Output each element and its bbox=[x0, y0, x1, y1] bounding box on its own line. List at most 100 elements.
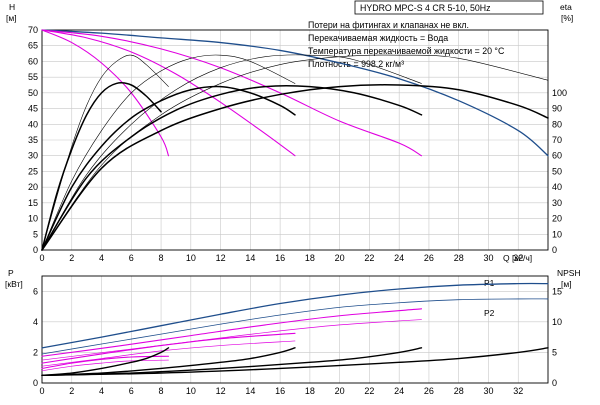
series-NPSH-1 bbox=[41, 347, 170, 377]
flow-axis-label: Q [м³/ч] bbox=[503, 253, 532, 263]
head-x-tick-label: 32 bbox=[513, 253, 523, 263]
head-y-left-tick-label: 65 bbox=[28, 41, 38, 51]
series-eta-thin-4 bbox=[41, 54, 549, 251]
head-chart-ticks: 0 2 4 6 8 10 12 14 16 18 20 22 24 26 28 30 3205101520253… bbox=[28, 25, 567, 263]
head-x-tick-label: 14 bbox=[245, 253, 255, 263]
power-x-tick-label: 0 bbox=[39, 386, 44, 396]
npsh-axis-label-unit: [м] bbox=[561, 279, 572, 289]
head-x-tick-label: 10 bbox=[186, 253, 196, 263]
head-y-left-tick-label: 15 bbox=[28, 198, 38, 208]
head-y-left-tick-label: 50 bbox=[28, 88, 38, 98]
eta-axis-label-top: eta bbox=[560, 2, 572, 12]
power-x-tick-label: 10 bbox=[186, 386, 196, 396]
series-eta-system-2 bbox=[41, 85, 296, 251]
series-P2-speed-2 bbox=[41, 340, 296, 367]
head-x-tick-label: 20 bbox=[335, 253, 345, 263]
power-x-tick-label: 30 bbox=[483, 386, 493, 396]
head-x-tick-label: 12 bbox=[216, 253, 226, 263]
head-x-tick-label: 6 bbox=[129, 253, 134, 263]
power-y-left-tick-label: 4 bbox=[33, 317, 38, 327]
series-NPSH-3 bbox=[41, 347, 423, 377]
power-y-right-tick-label: 10 bbox=[552, 317, 562, 327]
head-axis-label-top: H bbox=[9, 2, 15, 12]
power-x-tick-label: 20 bbox=[335, 386, 345, 396]
head-y-right-tick-label: 10 bbox=[552, 229, 562, 239]
series-NPSH-4 bbox=[41, 347, 549, 377]
head-axis-label-unit: [м] bbox=[6, 13, 17, 23]
series-P1-speed-1 bbox=[41, 308, 423, 357]
series-eta-system-3 bbox=[41, 84, 423, 251]
head-y-left-tick-label: 30 bbox=[28, 151, 38, 161]
series-P2-speed-1 bbox=[41, 319, 422, 361]
series-eta-thin-1 bbox=[41, 54, 169, 251]
head-y-right-tick-label: 20 bbox=[552, 214, 562, 224]
head-chart-series bbox=[41, 29, 549, 251]
power-chart-grid bbox=[41, 275, 549, 384]
series-head-speed-1 bbox=[41, 29, 423, 157]
note-line-2: Перекачиваемая жидкость = Вода bbox=[308, 33, 448, 43]
head-x-tick-label: 16 bbox=[275, 253, 285, 263]
head-x-tick-label: 26 bbox=[424, 253, 434, 263]
power-x-tick-label: 26 bbox=[424, 386, 434, 396]
note-line-3: Температура перекачиваемой жидкости = 20… bbox=[308, 46, 505, 56]
head-y-right-tick-label: 90 bbox=[552, 104, 562, 114]
power-x-tick-label: 14 bbox=[245, 386, 255, 396]
head-y-right-tick-label: 100 bbox=[552, 88, 567, 98]
power-x-tick-label: 22 bbox=[364, 386, 374, 396]
head-x-tick-label: 2 bbox=[69, 253, 74, 263]
power-chart-series bbox=[41, 282, 549, 377]
head-y-right-tick-label: 70 bbox=[552, 135, 562, 145]
series-eta-thin-3 bbox=[41, 54, 422, 251]
series-P2-speed-3 bbox=[41, 359, 169, 372]
head-x-tick-label: 28 bbox=[454, 253, 464, 263]
head-y-right-tick-label: 30 bbox=[552, 198, 562, 208]
head-y-left-tick-label: 20 bbox=[28, 182, 38, 192]
series-head-speed-3 bbox=[41, 29, 170, 157]
power-y-right-tick-label: 0 bbox=[552, 378, 557, 388]
head-y-left-tick-label: 25 bbox=[28, 166, 38, 176]
head-y-left-tick-label: 55 bbox=[28, 72, 38, 82]
series-eta-system-1 bbox=[41, 82, 162, 251]
head-chart-grid bbox=[41, 29, 549, 251]
power-y-left-tick-label: 6 bbox=[33, 286, 38, 296]
power-y-right-tick-label: 15 bbox=[552, 286, 562, 296]
series-P2-max bbox=[41, 298, 549, 355]
series-label-p1: P1 bbox=[484, 278, 495, 288]
power-x-tick-label: 2 bbox=[69, 386, 74, 396]
series-P1-max bbox=[41, 282, 549, 349]
head-y-right-tick-label: 80 bbox=[552, 119, 562, 129]
note-line-4: Плотность = 998.2 кг/м³ bbox=[308, 59, 404, 69]
head-y-left-tick-label: 0 bbox=[33, 245, 38, 255]
head-y-left-tick-label: 10 bbox=[28, 214, 38, 224]
head-x-tick-label: 4 bbox=[99, 253, 104, 263]
series-P1-speed-2 bbox=[41, 332, 296, 364]
head-x-tick-label: 8 bbox=[159, 253, 164, 263]
power-y-right-tick-label: 5 bbox=[552, 347, 557, 357]
power-x-tick-label: 18 bbox=[305, 386, 315, 396]
power-x-tick-label: 4 bbox=[99, 386, 104, 396]
head-y-left-tick-label: 40 bbox=[28, 119, 38, 129]
head-x-tick-label: 22 bbox=[364, 253, 374, 263]
series-NPSH-2 bbox=[41, 347, 296, 377]
head-x-tick-label: 30 bbox=[483, 253, 493, 263]
power-y-left-tick-label: 0 bbox=[33, 378, 38, 388]
power-axis-label-unit: [кВт] bbox=[5, 279, 23, 289]
power-y-left-tick-label: 2 bbox=[33, 347, 38, 357]
series-P1-speed-3 bbox=[41, 355, 170, 370]
head-y-left-tick-label: 45 bbox=[28, 104, 38, 114]
series-head-max bbox=[41, 29, 549, 157]
power-x-tick-label: 8 bbox=[159, 386, 164, 396]
head-x-tick-label: 24 bbox=[394, 253, 404, 263]
head-y-left-tick-label: 60 bbox=[28, 56, 38, 66]
power-x-tick-label: 24 bbox=[394, 386, 404, 396]
series-head-speed-2 bbox=[41, 29, 296, 157]
head-y-right-tick-label: 50 bbox=[552, 166, 562, 176]
power-x-tick-label: 12 bbox=[216, 386, 226, 396]
power-x-tick-label: 28 bbox=[454, 386, 464, 396]
series-eta-thin-2 bbox=[41, 54, 296, 251]
head-y-right-tick-label: 60 bbox=[552, 151, 562, 161]
power-x-tick-label: 6 bbox=[129, 386, 134, 396]
